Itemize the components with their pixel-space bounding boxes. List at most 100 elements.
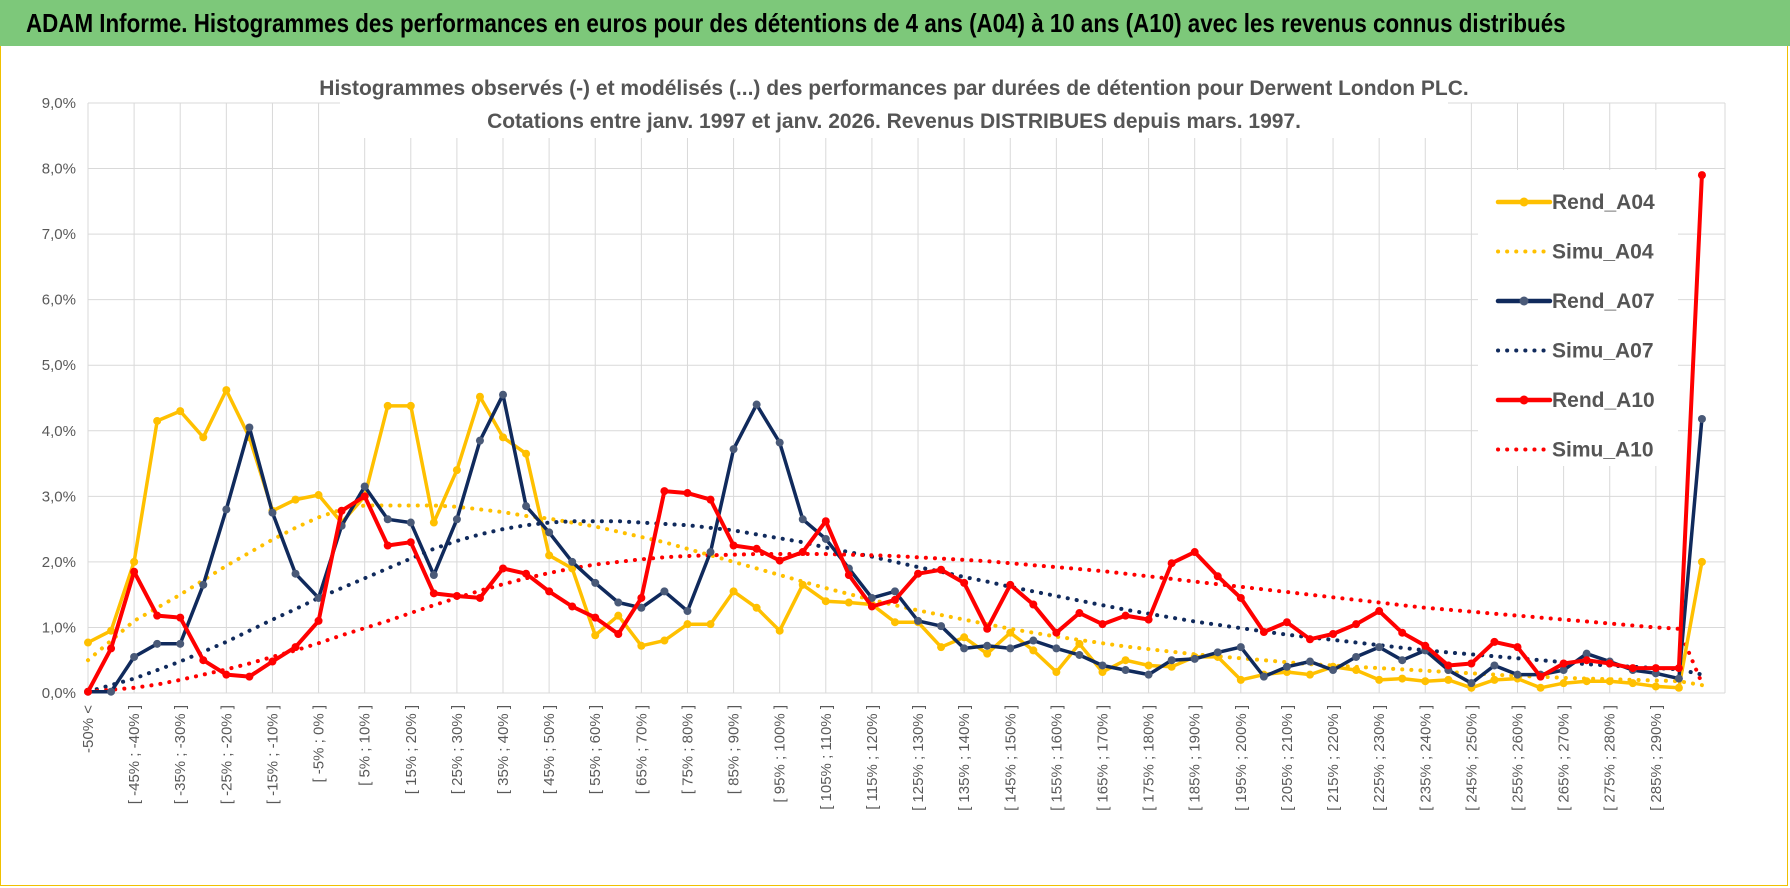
- data-point: [1029, 636, 1038, 645]
- data-point: [268, 508, 277, 517]
- x-tick-label: [ 65% ; 70% ]: [633, 705, 650, 794]
- data-point: [406, 401, 415, 410]
- data-point: [1651, 682, 1660, 691]
- data-point: [1029, 646, 1038, 655]
- data-point: [1444, 675, 1453, 684]
- data-point: [130, 652, 139, 661]
- chart-subtitle: Cotations entre janv. 1997 et janv. 2026…: [487, 110, 1301, 133]
- data-point: [1098, 668, 1107, 677]
- data-point: [1282, 662, 1291, 671]
- data-point: [1421, 641, 1430, 650]
- data-point: [1329, 666, 1338, 675]
- x-tick-label: [ -15% ; -10% ]: [264, 705, 281, 804]
- data-point: [1236, 643, 1245, 652]
- data-point: [1329, 630, 1338, 638]
- data-point: [1398, 656, 1407, 665]
- data-point: [1444, 661, 1453, 670]
- data-point: [937, 643, 946, 652]
- data-point: [314, 491, 323, 500]
- data-point: [1213, 572, 1222, 581]
- data-point: [1513, 643, 1522, 652]
- data-point: [1305, 670, 1314, 679]
- data-point: [890, 595, 899, 604]
- data-point: [1305, 657, 1314, 666]
- data-point: [1467, 679, 1476, 688]
- data-point: [1582, 649, 1591, 658]
- data-point: [153, 639, 162, 648]
- data-point: [245, 423, 254, 432]
- data-point: [1052, 628, 1061, 637]
- data-point: [383, 401, 392, 410]
- data-point: [1029, 600, 1038, 609]
- data-point: [199, 656, 208, 665]
- data-point: [821, 597, 830, 606]
- data-point: [84, 638, 92, 647]
- x-tick-label: [ -45% ; -40% ]: [126, 705, 143, 804]
- data-point: [1121, 666, 1130, 675]
- banner-title: ADAM Informe. Histogrammes des performan…: [26, 8, 1566, 38]
- legend-marker: [1519, 197, 1529, 207]
- data-point: [1559, 659, 1568, 668]
- data-point: [821, 534, 830, 543]
- data-point: [660, 587, 669, 596]
- data-point: [937, 622, 946, 631]
- data-point: [1352, 666, 1361, 675]
- data-point: [1167, 559, 1176, 568]
- x-tick-label: [ 145% ; 150% ]: [1002, 705, 1019, 811]
- data-point: [960, 644, 969, 653]
- data-point: [706, 548, 715, 557]
- data-point: [522, 569, 531, 578]
- data-point: [890, 618, 899, 627]
- data-point: [1167, 656, 1176, 665]
- y-tick-label: 2,0%: [42, 554, 76, 571]
- series-line-rend-a07: [86, 392, 1704, 694]
- data-point: [406, 538, 415, 547]
- data-point: [452, 591, 461, 600]
- data-point: [314, 616, 323, 625]
- data-point: [706, 620, 715, 629]
- data-point: [499, 564, 508, 573]
- x-tick-label: [ 105% ; 110% ]: [818, 705, 835, 810]
- data-point: [1006, 628, 1015, 637]
- data-point: [383, 515, 392, 524]
- y-tick-label: 8,0%: [42, 161, 76, 178]
- data-point: [752, 544, 761, 553]
- data-point: [1144, 661, 1153, 670]
- y-axis-ticks: 0,0% 1,0% 2,0% 3,0% 4,0% 5,0% 6,0% 7,0% 8,0% 9,0%: [42, 95, 76, 702]
- series-line-rend-a10: [86, 173, 1704, 694]
- data-point: [1282, 618, 1291, 627]
- data-point: [222, 505, 231, 514]
- data-point: [1559, 666, 1568, 675]
- data-point: [545, 551, 554, 560]
- data-point: [429, 518, 438, 527]
- data-point: [775, 556, 784, 565]
- data-point: [1052, 644, 1061, 653]
- data-point: [268, 657, 277, 666]
- data-point: [706, 495, 715, 504]
- data-point: [1651, 664, 1660, 673]
- legend-label: Rend_A07: [1552, 290, 1655, 313]
- data-point: [1605, 659, 1614, 668]
- data-point: [1674, 683, 1683, 692]
- data-point: [1375, 643, 1384, 652]
- data-point: [1490, 661, 1499, 670]
- series-group: [84, 171, 1706, 696]
- data-point: [545, 587, 554, 596]
- data-point: [107, 644, 116, 653]
- y-tick-label: 7,0%: [42, 226, 76, 243]
- data-point: [568, 564, 577, 573]
- data-point: [1674, 664, 1683, 673]
- data-point: [867, 602, 876, 611]
- data-point: [1352, 652, 1361, 661]
- data-point: [1075, 639, 1084, 648]
- data-point: [130, 567, 139, 576]
- data-point: [499, 433, 508, 442]
- x-tick-label: [ -5% ; 0% ]: [311, 705, 328, 783]
- data-point: [1121, 656, 1130, 665]
- data-point: [1213, 648, 1222, 657]
- data-point: [1375, 607, 1384, 616]
- data-point: [729, 445, 738, 454]
- data-point: [798, 580, 807, 589]
- chart-title-bg: [340, 68, 1448, 138]
